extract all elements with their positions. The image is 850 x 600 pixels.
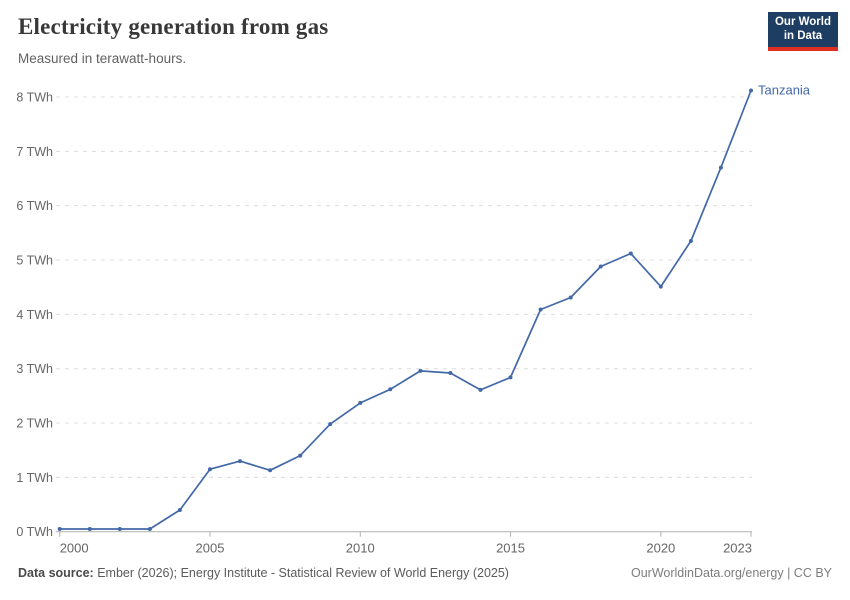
chart-title: Electricity generation from gas (18, 14, 329, 39)
data-point-marker[interactable] (749, 88, 753, 93)
chart-footer: Data source: Ember (2026); Energy Instit… (18, 566, 832, 580)
y-tick-label: 5 TWh (16, 254, 53, 268)
x-tick-label: 2015 (496, 541, 525, 556)
data-point-marker[interactable] (147, 527, 152, 531)
x-tick-label: 2005 (196, 541, 225, 556)
owid-logo-line1: Our World (774, 15, 831, 28)
data-source-text: Ember (2026); Energy Institute - Statist… (97, 566, 509, 580)
data-point-marker[interactable] (388, 387, 393, 392)
y-tick-label: 0 TWh (16, 525, 53, 539)
data-point-marker[interactable] (598, 264, 603, 269)
data-point-marker[interactable] (238, 459, 242, 464)
owid-logo-line2: in Data (783, 29, 823, 42)
data-point-marker[interactable] (658, 284, 663, 289)
data-point-marker[interactable] (418, 368, 423, 373)
data-point-marker[interactable] (298, 453, 303, 458)
x-tick-label: 2000 (60, 541, 89, 556)
y-tick-label: 1 TWh (16, 471, 53, 485)
y-tick-label: 7 TWh (16, 145, 53, 159)
y-tick-label: 8 TWh (16, 91, 53, 105)
owid-logo[interactable]: Our World in Data (768, 12, 838, 51)
data-point-marker[interactable] (688, 239, 693, 243)
data-point-marker[interactable] (568, 295, 573, 300)
y-tick-label: 4 TWh (16, 308, 53, 322)
x-tick-label: 2020 (646, 541, 675, 556)
data-point-marker[interactable] (328, 422, 333, 427)
data-point-marker[interactable] (87, 527, 92, 531)
data-point-marker[interactable] (208, 467, 212, 472)
chart-subtitle: Measured in terawatt-hours. (18, 51, 187, 66)
data-point-marker[interactable] (57, 527, 62, 531)
data-source-note: Data source: Ember (2026); Energy Instit… (18, 566, 509, 580)
credit-link[interactable]: OurWorldinData.org/energy | CC BY (630, 566, 832, 580)
data-point-marker[interactable] (268, 468, 273, 473)
y-tick-label: 2 TWh (16, 417, 53, 431)
data-point-marker[interactable] (117, 527, 122, 531)
data-point-marker[interactable] (538, 307, 543, 312)
data-point-marker[interactable] (177, 508, 182, 512)
x-tick-label: 2010 (346, 541, 375, 556)
data-point-marker[interactable] (358, 400, 363, 405)
y-tick-label: 3 TWh (16, 362, 53, 376)
y-tick-label: 6 TWh (16, 199, 53, 213)
x-tick-label: 2023 (723, 541, 752, 556)
data-source-label: Data source: (18, 566, 94, 580)
series-end-label[interactable]: Tanzania (758, 82, 811, 97)
data-point-marker[interactable] (718, 165, 723, 170)
data-point-marker[interactable] (508, 375, 513, 380)
series-line[interactable] (59, 90, 752, 530)
data-point-marker[interactable] (448, 371, 453, 375)
data-point-marker[interactable] (478, 387, 483, 392)
data-point-marker[interactable] (628, 251, 633, 256)
